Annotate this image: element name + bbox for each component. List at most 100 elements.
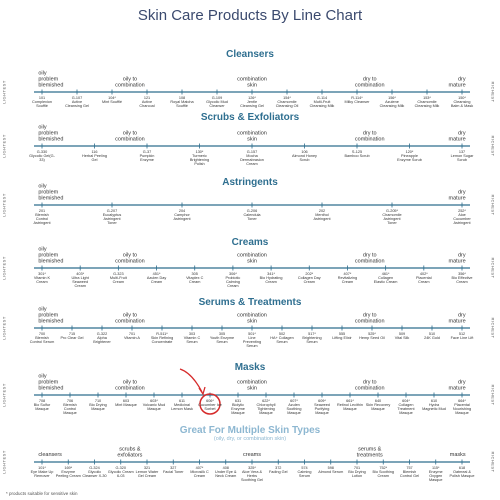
product: 325* Aloe Vera & Herbs Soothing Gel: [239, 466, 265, 482]
skin-type-label: oily problem blemished: [38, 373, 64, 392]
product-name: Azulene Cleansing Milk: [379, 99, 405, 108]
product-code: 150*: [458, 96, 466, 100]
product-code: 710: [94, 399, 102, 403]
product: 461* Collagen Elastic Cream: [373, 272, 399, 284]
product: 715 Pro Clear Gel: [59, 332, 85, 340]
product-code: 202: [318, 209, 326, 213]
product: 611 Medicinal Lemon Mask: [169, 399, 195, 411]
product-code: G-205*: [385, 209, 399, 213]
product-code: 403*: [76, 272, 85, 276]
product: G-324 Glycolic Cleanser X-30: [82, 466, 108, 478]
product-code: 108: [178, 96, 186, 100]
product-code: G-322: [96, 332, 108, 336]
product-name: Pineapple Enzyme Scrub: [397, 153, 422, 162]
product-code: 201: [38, 209, 46, 213]
product-code: G-107: [71, 96, 83, 100]
product-name: Mocha Dermabrasion Cream: [240, 153, 264, 166]
product-code: 510: [428, 332, 436, 336]
skin-type-label: combination skin: [237, 76, 267, 89]
product: G-323 Multi-Fruit Cream: [105, 272, 131, 284]
product: 154* Chamomile Cleansing Oil: [274, 96, 300, 108]
skin-type-label: oily to combination: [115, 312, 145, 325]
product-code: G-324: [89, 466, 100, 470]
product: 201 Blemish Control Astringent: [29, 209, 55, 225]
skin-type-label: cleansers: [38, 452, 62, 459]
product-code: G-320: [115, 466, 127, 470]
product-name: Oatmeal & Polish Masque: [449, 469, 475, 478]
product-name: Youth Enzyme Serum: [209, 335, 235, 344]
product: 169* Enzyme Peeling Cream: [55, 466, 81, 478]
product-code: 137: [458, 150, 466, 154]
scale-right-label: RICHEST: [490, 81, 496, 103]
product-code: 130*: [195, 150, 204, 154]
product-name: Bio Soothing Cream: [372, 469, 395, 478]
product-code: G-37: [142, 150, 152, 154]
product-name: Pumpkin Enzyme: [139, 153, 155, 162]
product-code: 611: [178, 399, 186, 403]
product: 305 Vitaplex C Cream: [182, 272, 208, 284]
product-name: Bio Hydrating Cream: [259, 275, 283, 284]
product: 130* Turmeric Brightening Polish: [187, 150, 213, 166]
product: G-322 Alpha Brightener: [89, 332, 115, 344]
product-name: Pro Clear Gel: [60, 335, 84, 340]
product-code: 715: [68, 332, 76, 336]
product-code: 116: [91, 150, 98, 154]
product-name: Lifting Elixir: [332, 335, 352, 340]
product-name: Aloe Cucumber Astringent: [453, 212, 471, 225]
skin-type-label: dry to combination: [354, 379, 385, 392]
product: G-207 Eucalyptus Astringent Toner: [99, 209, 125, 225]
product-name: Aloe Vera & Herbs Soothing Gel: [241, 469, 263, 482]
product-name: Ultra Light Seaweed Cream: [71, 275, 89, 288]
product: 451* Azulen Day Cream: [144, 272, 170, 284]
product-name: Azulen Day Cream: [146, 275, 167, 284]
product-code: 169*: [64, 466, 73, 470]
skin-type-label: dry to combination: [354, 252, 385, 265]
skin-type-label: oily to combination: [115, 130, 145, 143]
product-name: Hemp Seed Oil: [359, 335, 385, 340]
skin-type-label: dry mature: [448, 252, 466, 265]
product-name: Multi-Fruit Cleansing Milk: [309, 99, 335, 108]
section-heading: Cleansers: [226, 49, 274, 60]
product: 501* Line Preventing Serum: [239, 332, 265, 348]
skin-type-label: dry mature: [448, 76, 466, 89]
product: 574 Calming Serum: [292, 466, 318, 478]
product-name: Turmeric Brightening Polish: [189, 153, 210, 166]
product-code: 372: [275, 466, 282, 470]
section-heading: Creams: [231, 237, 269, 248]
product-name: Collagen Elastic Cream: [373, 275, 398, 284]
product: 525* Hemp Seed Oil: [359, 332, 385, 340]
product: G-206 Calendula Toner: [239, 209, 265, 221]
product-code: 701: [128, 332, 136, 336]
product: 610 Hydra Magnetic Mud: [421, 399, 447, 411]
product-name: Glycolic Cream 6-03: [107, 469, 134, 478]
footnote: * products suitable for sensitive skin: [6, 491, 78, 496]
product-name: Jentle Cleansing Gel: [240, 99, 264, 108]
product-code: 303: [188, 332, 196, 336]
scale-left-label: LIGHTEST: [1, 256, 7, 280]
product-code: 604*: [402, 399, 410, 403]
skin-type-label: dry to combination: [354, 76, 385, 89]
product-name: Revitalizing Cream: [337, 275, 358, 284]
product-code: 325*: [248, 466, 256, 470]
product: 408 Under Eye & Neck Cream: [213, 466, 239, 478]
product: 510 24K Gold: [419, 332, 445, 340]
product-code: 610: [430, 399, 438, 403]
product-name: Eye Make Up Remover: [30, 469, 54, 478]
product-name: Bio Effective Cream: [451, 275, 473, 284]
product-name: Fading Gel: [268, 469, 288, 474]
product: 603 Mint Masque: [113, 399, 139, 407]
product-code: 509: [398, 332, 406, 336]
product-code: 204: [178, 209, 186, 213]
product-name: Herbal Peeling Gel: [82, 153, 107, 162]
product: 757 Blemish Control Gel: [397, 466, 423, 478]
product-code: 156*: [388, 96, 396, 100]
product-code: 700: [38, 332, 46, 336]
skin-type-label: dry mature: [448, 312, 466, 325]
product-name: Glycolic Cleanser X-30: [82, 469, 107, 478]
highlight-circle: [199, 393, 221, 415]
product: 137 Lemon Sugar Scrub: [449, 150, 475, 162]
product: 607* Azulen Soothing Masque: [281, 399, 307, 415]
product: G-114 Multi-Fruit Cleansing Milk: [309, 96, 335, 108]
product-name: Multi-Fruit Cream: [109, 275, 127, 284]
